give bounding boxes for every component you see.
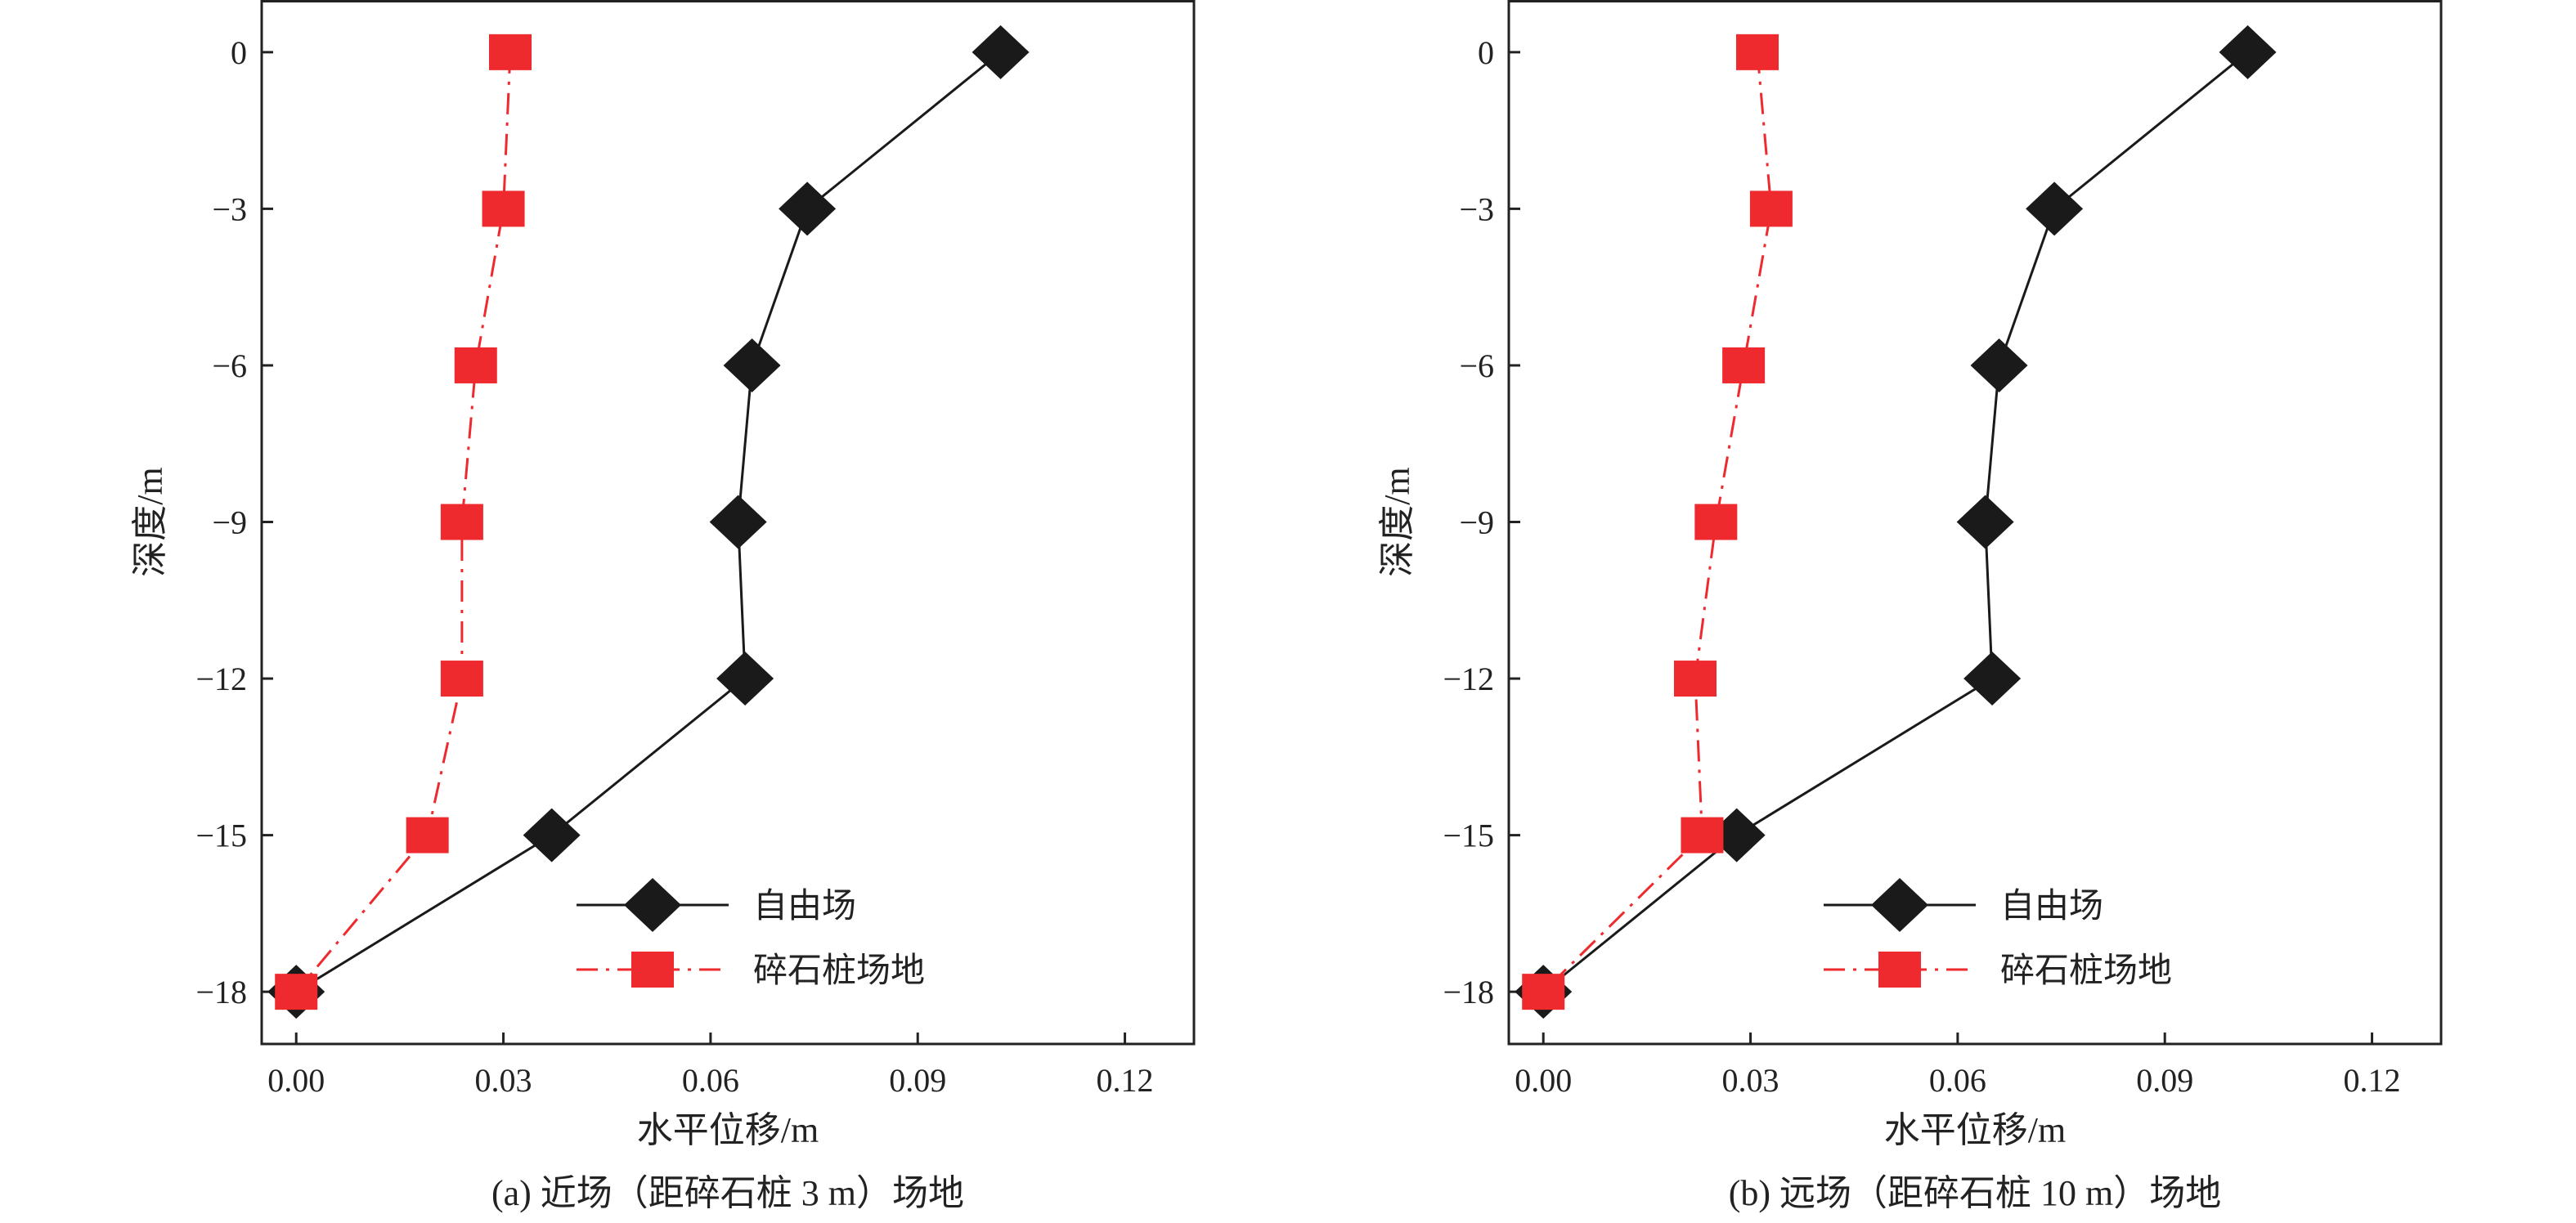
data-point-free-field xyxy=(2219,25,2277,79)
y-tick-label: −6 xyxy=(1459,347,1494,384)
series-line-free-field xyxy=(1542,51,2249,993)
data-point-free-field xyxy=(1970,338,2028,392)
data-point-gravel-pile-site xyxy=(489,34,532,70)
y-tick-label: 0 xyxy=(1478,34,1494,71)
y-tick-label: −9 xyxy=(212,504,247,541)
x-tick-label: 0.03 xyxy=(1722,1062,1779,1099)
x-tick-label: 0.09 xyxy=(2136,1062,2193,1099)
y-axis-label: 深度/m xyxy=(130,467,170,576)
y-tick-label: −6 xyxy=(212,347,247,384)
data-point-free-field xyxy=(723,338,781,392)
data-point-gravel-pile-site xyxy=(440,504,483,540)
y-tick-label: −12 xyxy=(195,661,247,697)
data-point-free-field xyxy=(716,652,774,706)
figure-caption: (a) 近场（距碎石桩 3 m）场地 xyxy=(491,1173,964,1213)
data-point-gravel-pile-site xyxy=(1674,661,1717,697)
y-tick-label: −18 xyxy=(1443,974,1494,1010)
series-line-free-field xyxy=(295,51,1002,993)
data-point-gravel-pile-site xyxy=(1749,190,1793,227)
legend-marker-diamond xyxy=(624,878,681,932)
data-point-free-field xyxy=(1956,495,2014,549)
legend-label: 自由场 xyxy=(2000,888,2103,925)
x-tick-label: 0.06 xyxy=(1929,1062,1986,1099)
data-point-free-field xyxy=(2026,181,2084,236)
y-tick-label: −15 xyxy=(1443,818,1494,854)
y-tick-label: −15 xyxy=(195,818,247,854)
y-tick-label: −18 xyxy=(195,974,247,1010)
data-point-gravel-pile-site xyxy=(1736,34,1779,70)
x-tick-label: 0.12 xyxy=(2344,1062,2401,1099)
data-point-gravel-pile-site xyxy=(482,190,525,227)
x-tick-label: 0.00 xyxy=(267,1062,325,1099)
data-point-free-field xyxy=(1963,652,2022,706)
y-tick-label: 0 xyxy=(231,34,247,71)
data-point-free-field xyxy=(972,25,1030,79)
y-tick-label: −3 xyxy=(212,190,247,227)
x-tick-label: 0.09 xyxy=(889,1062,946,1099)
x-tick-label: 0.12 xyxy=(1097,1062,1154,1099)
data-point-gravel-pile-site xyxy=(440,661,483,697)
data-point-free-field xyxy=(779,181,837,236)
data-point-free-field xyxy=(709,495,767,549)
data-point-gravel-pile-site xyxy=(1681,817,1724,853)
y-axis-label: 深度/m xyxy=(1377,467,1417,576)
data-point-gravel-pile-site xyxy=(275,974,318,1010)
legend-marker-diamond xyxy=(1871,878,1928,932)
legend-label: 碎石桩场地 xyxy=(753,952,925,990)
x-tick-label: 0.06 xyxy=(682,1062,739,1099)
data-point-gravel-pile-site xyxy=(1694,504,1738,540)
chart-panel-a: 0.00 0.03 0.06 0.09 0.12 0 −3 −6 −9 −12 −15 −18 水平位移… xyxy=(130,0,1196,1213)
data-point-free-field xyxy=(523,808,581,862)
data-point-gravel-pile-site xyxy=(1522,974,1565,1010)
x-tick-label: 0.00 xyxy=(1515,1062,1572,1099)
y-tick-label: −12 xyxy=(1443,661,1494,697)
x-tick-label: 0.03 xyxy=(475,1062,532,1099)
figure-caption: (b) 远场（距碎石桩 10 m）场地 xyxy=(1729,1173,2222,1213)
legend-label: 碎石桩场地 xyxy=(2000,952,2172,990)
chart-panel-b: 0.00 0.03 0.06 0.09 0.12 0 −3 −6 −9 −12 −15 −18 水平位移… xyxy=(1377,0,2443,1213)
data-point-gravel-pile-site xyxy=(406,817,449,853)
legend-label: 自由场 xyxy=(753,888,856,925)
y-tick-label: −3 xyxy=(1459,190,1494,227)
data-point-gravel-pile-site xyxy=(454,347,497,383)
legend-marker-square xyxy=(631,952,674,988)
data-point-gravel-pile-site xyxy=(1722,347,1766,383)
y-tick-label: −9 xyxy=(1459,504,1494,541)
x-axis-label: 水平位移/m xyxy=(637,1110,819,1150)
x-axis-label: 水平位移/m xyxy=(1884,1110,2066,1150)
legend-marker-square xyxy=(1878,952,1921,988)
